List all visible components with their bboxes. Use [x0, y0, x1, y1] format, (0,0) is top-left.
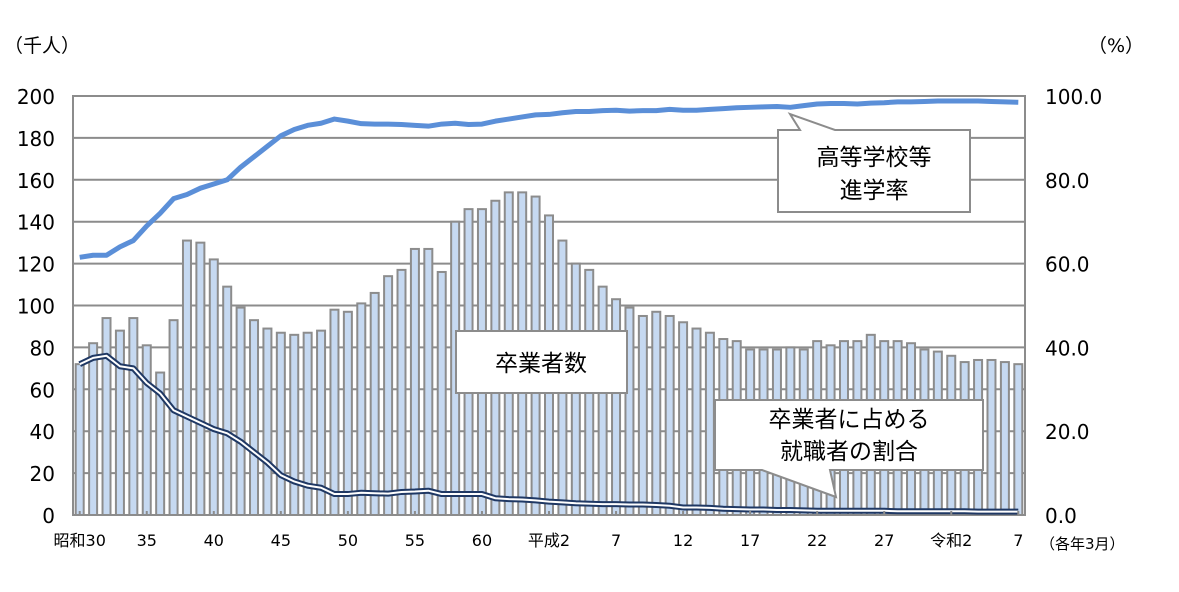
- callout-employment-ratio-line1: 卒業者に占める: [769, 407, 930, 433]
- bar: [1013, 363, 1024, 516]
- bar: [637, 314, 648, 516]
- right-tick-label: 40.0: [1045, 336, 1090, 360]
- bar: [436, 270, 447, 517]
- right-axis-unit: （%）: [1088, 35, 1144, 57]
- bar: [691, 327, 702, 517]
- bar: [262, 327, 273, 517]
- callout-advancement-rate-line1: 高等学校等: [817, 145, 932, 171]
- left-tick-label: 120: [17, 253, 55, 277]
- x-tick-label: 50: [338, 531, 358, 550]
- x-tick-label: 55: [405, 531, 425, 550]
- bar: [275, 331, 286, 516]
- left-tick-label: 20: [30, 462, 55, 486]
- bar: [114, 329, 125, 517]
- bar: [704, 331, 715, 516]
- x-tick-label: 平成2: [528, 531, 570, 550]
- left-tick-label: 80: [30, 336, 55, 360]
- x-axis-note: （各年3月）: [1040, 535, 1125, 553]
- x-tick-label: 17: [740, 531, 760, 550]
- bar: [396, 268, 407, 517]
- bar: [141, 344, 152, 516]
- left-tick-label: 180: [17, 127, 55, 151]
- bar: [383, 275, 394, 517]
- label-graduates: 卒業者数: [455, 330, 628, 394]
- left-tick-label: 60: [30, 378, 55, 402]
- callout-employment-ratio-line2: 就職者の割合: [780, 439, 918, 465]
- line-advancement-rate: [79, 98, 1019, 260]
- left-tick-label: 0: [42, 504, 55, 528]
- bar: [249, 319, 260, 517]
- right-axis-ticks: 0.0 20.0 40.0 60.0 80.0 100.0: [1045, 85, 1102, 528]
- x-tick-label: 35: [137, 531, 157, 550]
- left-tick-label: 100: [17, 295, 55, 319]
- bar: [128, 317, 139, 516]
- bar: [369, 291, 380, 516]
- bar: [678, 321, 689, 517]
- bar: [342, 310, 353, 516]
- right-tick-label: 60.0: [1045, 253, 1090, 277]
- bar: [222, 285, 233, 516]
- x-tick-label: 7: [1013, 531, 1023, 550]
- callout-advancement-rate-line2: 進学率: [840, 178, 909, 204]
- bar: [329, 308, 340, 516]
- right-tick-label: 0.0: [1045, 504, 1077, 528]
- bar: [88, 342, 99, 516]
- x-tick-label: 昭和30: [54, 531, 106, 550]
- bar: [74, 363, 85, 516]
- x-tick-label: 27: [874, 531, 894, 550]
- bar: [664, 314, 675, 516]
- x-axis-ticks: 昭和30 35 40 45 50 55 60 平成2 7 12 17 22 27 令和2 7: [54, 511, 1023, 550]
- bar: [999, 361, 1010, 516]
- right-tick-label: 80.0: [1045, 169, 1090, 193]
- bar: [597, 285, 608, 516]
- line-employment-ratio-inner: [79, 354, 1019, 513]
- callout-advancement-rate: 高等学校等 進学率: [777, 112, 971, 213]
- right-tick-label: 100.0: [1045, 85, 1102, 109]
- left-tick-label: 200: [17, 85, 55, 109]
- x-tick-label: 40: [204, 531, 224, 550]
- x-tick-label: 60: [472, 531, 492, 550]
- left-tick-label: 140: [17, 211, 55, 235]
- left-tick-label: 160: [17, 169, 55, 193]
- bar: [195, 241, 206, 516]
- x-tick-label: 45: [271, 531, 291, 550]
- x-tick-label: 7: [611, 531, 621, 550]
- bar: [356, 302, 367, 516]
- bar: [986, 358, 997, 516]
- line-series: [78, 98, 1019, 515]
- x-tick-label: 令和2: [930, 531, 972, 550]
- bar: [181, 239, 192, 516]
- bar: [101, 317, 112, 516]
- left-axis-unit: （千人）: [4, 35, 80, 57]
- bar: [289, 333, 300, 516]
- left-axis-ticks: 0 20 40 60 80 100 120 140 160 180 200: [17, 85, 55, 528]
- x-tick-label: 22: [807, 531, 827, 550]
- x-tick-label: 12: [673, 531, 693, 550]
- bar: [168, 319, 179, 517]
- left-tick-label: 40: [30, 420, 55, 444]
- label-graduates-text: 卒業者数: [495, 351, 587, 377]
- bar: [208, 258, 219, 516]
- bar: [409, 247, 420, 516]
- callout-employment-ratio: 卒業者に占める 就職者の割合: [714, 399, 984, 499]
- bar: [651, 310, 662, 516]
- right-tick-label: 20.0: [1045, 420, 1090, 444]
- bar: [235, 306, 246, 516]
- bar: [423, 247, 434, 516]
